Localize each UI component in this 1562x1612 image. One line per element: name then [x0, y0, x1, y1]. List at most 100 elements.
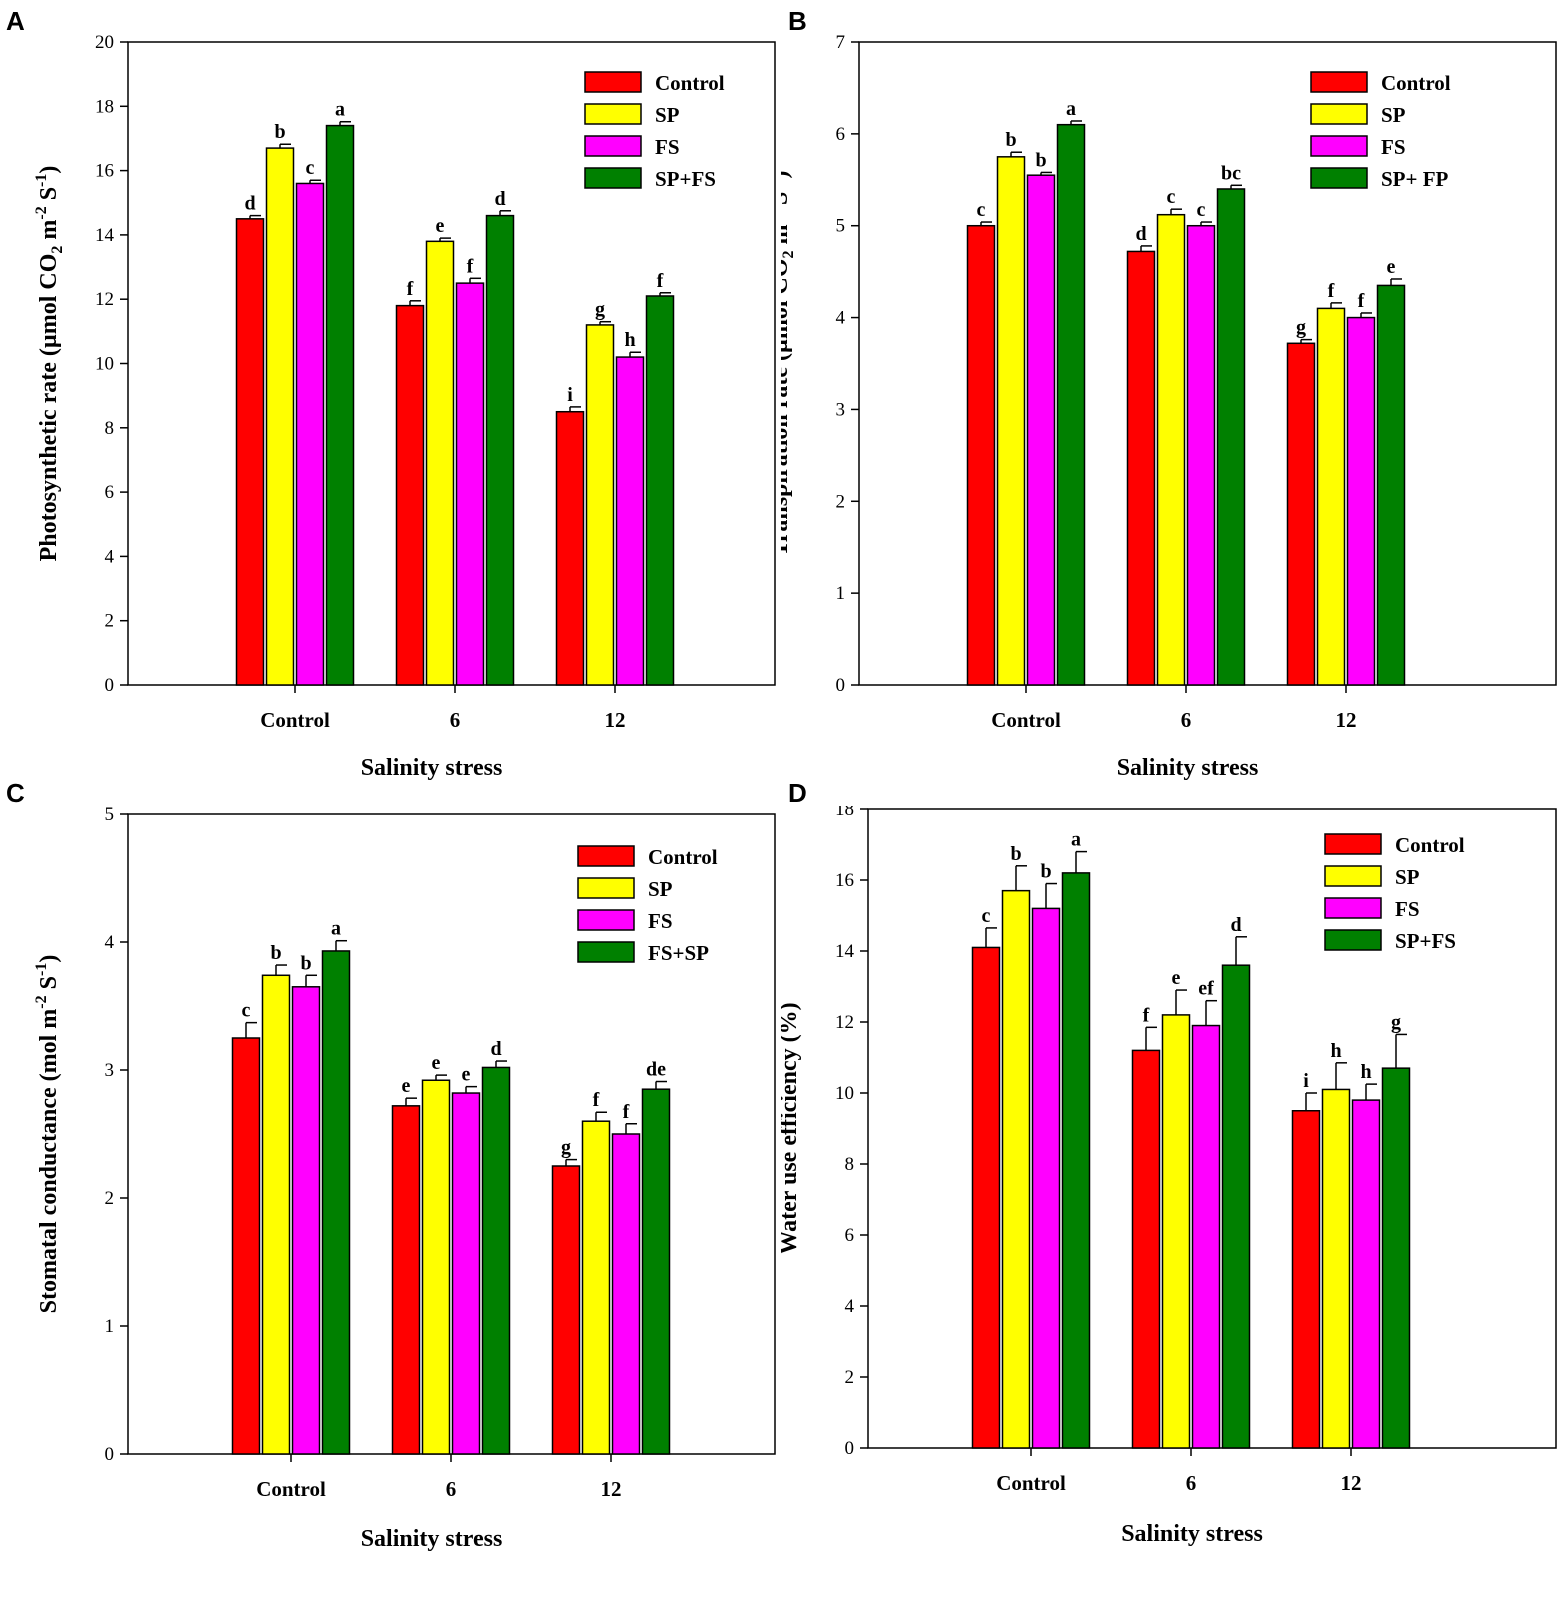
significance-label: b	[1010, 843, 1021, 865]
significance-label: g	[595, 299, 605, 321]
x-tick-label: Control	[991, 708, 1061, 732]
y-tick-label: 3	[836, 399, 846, 420]
bar	[421, 1079, 451, 1455]
legend-swatch	[1324, 865, 1382, 887]
y-axis-label-part: Stomatal conductance (mol m	[36, 1009, 62, 1314]
bar	[425, 240, 455, 686]
bar	[325, 124, 355, 686]
x-tick-label: 6	[446, 1477, 457, 1501]
bar	[551, 1165, 581, 1455]
bar	[261, 974, 291, 1455]
significance-label: e	[462, 1064, 471, 1086]
y-tick-label: 0	[836, 675, 846, 696]
legend-label: FS	[655, 135, 680, 159]
y-tick-label: 0	[105, 675, 115, 696]
bar	[391, 1105, 421, 1455]
legend-label: SP+FS	[1395, 929, 1456, 953]
y-tick-label: 12	[95, 289, 114, 310]
significance-label: b	[1040, 861, 1051, 883]
significance-label: i	[1303, 1070, 1309, 1092]
significance-label: f	[407, 278, 414, 300]
legend-swatch	[1310, 103, 1368, 125]
y-axis-label-part: Transpiration rate (µmol CO	[781, 258, 793, 556]
bar	[1031, 907, 1061, 1449]
legend-label: SP	[1381, 103, 1406, 127]
bar	[451, 1092, 481, 1455]
significance-label: c	[242, 1000, 251, 1022]
legend-swatch	[1324, 833, 1382, 855]
legend-label: Control	[648, 845, 718, 869]
y-axis-label-part: S	[781, 192, 793, 211]
legend-label: FS	[648, 909, 673, 933]
y-tick-label: 4	[845, 1296, 855, 1317]
bar	[971, 946, 1001, 1449]
y-axis-label: Transpiration rate (µmol CO2 m-2 S-1)	[781, 170, 797, 556]
y-tick-label: 6	[836, 124, 846, 145]
significance-label: ef	[1198, 978, 1214, 1000]
legend-label: FS	[1395, 897, 1420, 921]
bar	[395, 304, 425, 686]
bar	[585, 324, 615, 686]
bar	[1001, 889, 1031, 1449]
bar	[1161, 1014, 1191, 1449]
y-tick-label: 10	[835, 1083, 854, 1104]
legend-label: SP	[655, 103, 680, 127]
bar	[291, 986, 321, 1455]
significance-label: f	[1358, 290, 1365, 312]
x-tick-label: Control	[260, 708, 330, 732]
bar	[555, 410, 585, 686]
y-tick-label: 5	[836, 216, 846, 237]
legend-label: Control	[1395, 833, 1465, 857]
significance-label: b	[1035, 149, 1046, 171]
y-axis-label-part: S	[36, 976, 62, 995]
y-tick-label: 6	[845, 1225, 855, 1246]
x-axis-label: Salinity stress	[361, 755, 503, 781]
y-axis-label-part: -1	[33, 963, 50, 976]
plot-frame	[127, 813, 776, 1455]
y-axis-label-part: -2	[33, 995, 50, 1008]
legend-swatch	[1310, 167, 1368, 189]
bar	[1056, 123, 1086, 686]
legend-label: SP	[648, 877, 673, 901]
legend-swatch	[584, 167, 642, 189]
significance-label: c	[977, 199, 986, 221]
bar	[1291, 1110, 1321, 1449]
x-tick-label: 12	[1341, 1471, 1362, 1495]
bar	[1216, 188, 1246, 686]
significance-label: c	[306, 157, 315, 179]
y-tick-label: 20	[95, 32, 114, 53]
legend-label: SP	[1395, 865, 1420, 889]
y-tick-label: 14	[95, 225, 115, 246]
bar	[1186, 224, 1216, 686]
bar	[1221, 964, 1251, 1449]
x-tick-label: 6	[1181, 708, 1192, 732]
y-tick-label: 8	[105, 418, 115, 439]
panel-letter-d: D	[788, 778, 807, 808]
legend-swatch	[584, 103, 642, 125]
bar	[235, 218, 265, 686]
significance-label: g	[561, 1137, 571, 1159]
significance-label: d	[1230, 914, 1241, 936]
chart-a-photosynthetic-rate: 0 2 4 6 8 10 12 14 16 18 20 Control 6 12 d f i b e g c f h a d f C…	[33, 32, 776, 781]
bar	[1321, 1088, 1351, 1449]
y-tick-label: 4	[105, 932, 115, 953]
y-tick-label: 8	[845, 1154, 855, 1175]
y-tick-label: 4	[836, 308, 846, 329]
significance-label: bc	[1221, 162, 1241, 184]
bar	[1351, 1099, 1381, 1449]
significance-label: d	[494, 188, 505, 210]
significance-label: de	[646, 1059, 666, 1081]
significance-label: d	[490, 1038, 501, 1060]
bar	[265, 147, 295, 686]
bar	[1376, 284, 1406, 686]
bar	[321, 950, 351, 1455]
y-axis-label-part: 2	[781, 250, 797, 258]
significance-label: e	[1387, 256, 1396, 278]
significance-label: g	[1296, 317, 1306, 339]
y-axis-label-part: )	[36, 166, 62, 174]
bar	[641, 1088, 671, 1455]
legend-swatch	[577, 877, 635, 899]
y-tick-label: 7	[836, 32, 846, 53]
bar	[1191, 1024, 1221, 1449]
